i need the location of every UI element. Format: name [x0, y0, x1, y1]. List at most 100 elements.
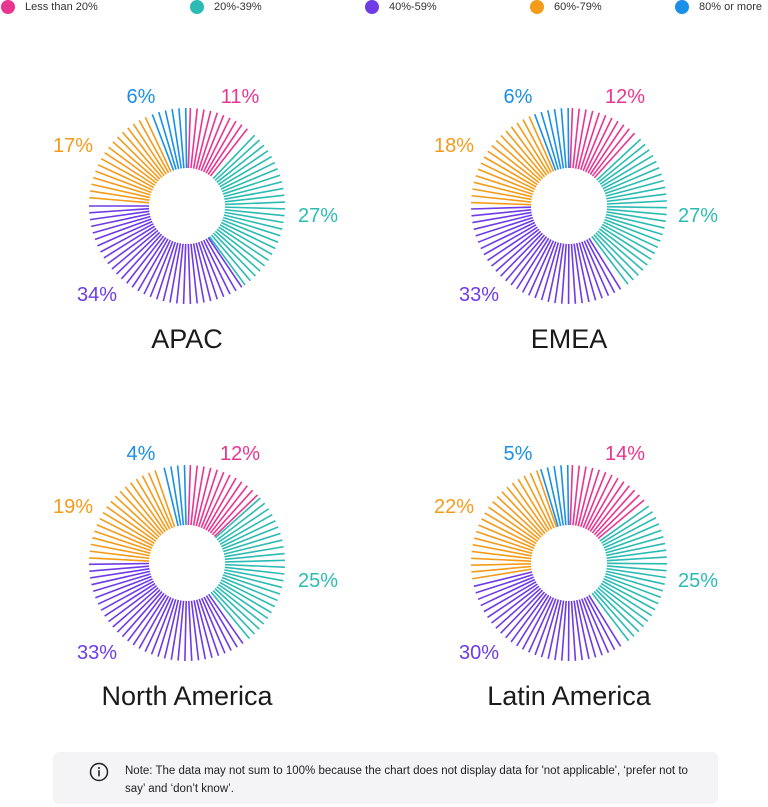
donut-spoke: [219, 513, 273, 545]
legend-label: 60%-79%: [554, 1, 602, 13]
donut-spoke: [593, 234, 634, 281]
donut-spoke: [500, 589, 544, 634]
donut-spoke: [89, 557, 150, 562]
donut-spoke: [474, 537, 533, 555]
donut-segment: [591, 138, 668, 285]
donut-spoke: [110, 500, 158, 540]
donut-spoke: [200, 114, 225, 172]
donut-spoke: [521, 596, 552, 650]
data-label: 25%: [678, 570, 718, 592]
donut-segment: [569, 108, 636, 179]
donut-spoke: [596, 138, 642, 181]
donut-spoke: [219, 581, 272, 614]
donut-segment: [569, 465, 645, 540]
donut-spoke: [220, 161, 276, 190]
donut-spoke: [224, 208, 285, 217]
donut-spoke: [137, 238, 169, 292]
donut-spoke: [496, 495, 542, 538]
donut-spoke: [510, 126, 548, 176]
donut-spoke: [107, 227, 157, 265]
donut-spoke: [528, 116, 555, 172]
donut-spoke: [604, 529, 662, 552]
donut-segment: [473, 571, 622, 662]
donut-spoke: [588, 237, 622, 290]
donut-spoke: [606, 556, 667, 562]
donut-spoke: [193, 600, 207, 660]
donut-spoke: [481, 518, 536, 547]
donut-spoke: [222, 219, 279, 243]
donut-spoke: [471, 206, 532, 210]
donut-spoke: [606, 565, 667, 572]
donut-spoke: [472, 568, 532, 580]
donut-spoke: [604, 173, 662, 195]
donut-spoke: [582, 114, 607, 172]
donut-spoke: [205, 595, 238, 648]
donut-spoke: [207, 237, 243, 288]
donut-spoke: [116, 136, 161, 180]
donut-spoke: [471, 563, 532, 566]
donut-spoke: [574, 466, 587, 526]
donut-spoke: [91, 183, 151, 199]
donut-spoke: [492, 501, 540, 540]
donut-spoke: [595, 494, 641, 538]
donut-spoke: [197, 241, 219, 300]
donut-spoke: [495, 139, 542, 182]
donut-spoke: [501, 491, 544, 536]
donut-spoke: [104, 152, 156, 187]
donut-spoke: [471, 209, 532, 217]
donut-segment: [533, 107, 570, 171]
donut-spoke: [602, 160, 657, 190]
donut-spoke: [600, 511, 653, 544]
donut-spoke: [471, 565, 532, 573]
donut-spoke: [605, 213, 665, 229]
donut-segment: [187, 465, 259, 538]
donut-spoke: [178, 108, 185, 169]
donut-spoke: [224, 559, 285, 563]
data-label: 25%: [298, 570, 338, 592]
donut-spoke: [144, 597, 172, 652]
donut-spoke: [195, 242, 212, 302]
donut-spoke: [572, 465, 581, 526]
donut-spoke: [591, 235, 629, 285]
donut-spoke: [570, 600, 577, 661]
donut-segment: [89, 205, 243, 304]
donut-spoke: [487, 226, 538, 262]
data-label: 17%: [53, 135, 93, 157]
donut-segment: [471, 470, 558, 580]
donut-spoke: [510, 593, 548, 643]
donut-spoke: [144, 116, 172, 172]
donut-spoke: [214, 497, 261, 539]
legend: Less than 20% 20%-39% 40%-59% 60%-79% 80…: [0, 0, 768, 20]
donut-spoke: [211, 489, 254, 536]
donut-spoke: [176, 465, 185, 526]
donut-spoke: [528, 597, 555, 653]
legend-label: Less than 20%: [25, 1, 98, 13]
donut-spoke: [591, 128, 630, 177]
donut-spoke: [102, 511, 155, 545]
donut-spoke: [205, 477, 237, 531]
donut-spoke: [572, 108, 581, 169]
donut-spoke: [567, 107, 570, 169]
donut-spoke: [89, 565, 150, 572]
donut-spoke: [491, 145, 540, 184]
legend-item: 20%-39%: [190, 0, 262, 14]
donut-spoke: [480, 578, 536, 607]
donut-spoke: [220, 221, 276, 250]
donut-spoke: [577, 110, 594, 170]
donut-spoke: [603, 166, 660, 192]
donut-spoke: [112, 141, 159, 182]
donut-spoke: [92, 215, 151, 234]
donut-spoke: [157, 599, 177, 657]
donut-spoke: [540, 111, 559, 170]
donut-spoke: [547, 110, 562, 170]
donut-spoke: [578, 599, 597, 658]
donut-spoke: [475, 216, 534, 237]
donut-spoke: [522, 119, 552, 173]
donut-spoke: [205, 120, 237, 174]
donut-spoke: [570, 243, 577, 304]
donut-spoke: [187, 108, 192, 169]
legend-swatch-80-or-more: [675, 0, 689, 14]
donut-spoke: [554, 600, 565, 661]
donut-spoke: [471, 550, 532, 560]
donut-spoke: [581, 241, 603, 299]
